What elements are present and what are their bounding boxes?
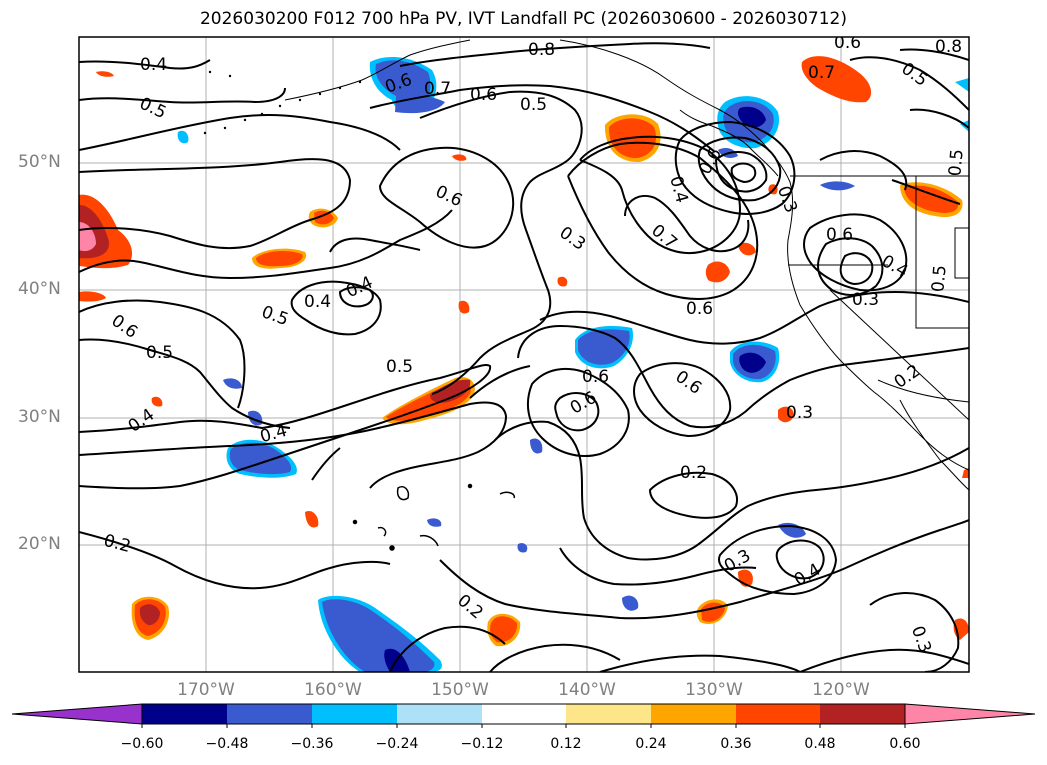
colorbar-segment [566, 704, 651, 724]
lon-label-140w: 140°W [558, 680, 616, 700]
contour-label: 0.5 [520, 95, 547, 115]
contour-label: 0.2 [680, 463, 707, 483]
contour-label: 0.7 [808, 63, 835, 83]
lat-label-20n: 20°N [18, 534, 61, 554]
contour-label: 0.3 [852, 290, 879, 310]
contour-label: 0.4 [140, 55, 167, 75]
colorbar-high-extension [904, 703, 1036, 725]
contour-label: 0.5 [928, 264, 950, 293]
lon-label-170w: 170°W [177, 680, 235, 700]
lat-label-40n: 40°N [18, 279, 61, 299]
contour-label: 0.6 [826, 225, 853, 245]
lon-label-120w: 120°W [812, 680, 870, 700]
colorbar-tick-label: 0.60 [889, 736, 921, 752]
lon-label-150w: 150°W [431, 680, 489, 700]
colorbar-tick-label: 0.12 [550, 736, 582, 752]
contour-label: 0.6 [686, 299, 713, 319]
map-frame [78, 36, 970, 673]
colorbar-low-extension [11, 703, 143, 725]
pv-contours [79, 42, 969, 672]
map-title: 2026030200 F012 700 hPa PV, IVT Landfall… [199, 9, 847, 29]
contour-label: 0.7 [424, 79, 451, 99]
colorbar-segment [312, 704, 397, 724]
colorbar-segment [651, 704, 736, 724]
colorbar-segment [736, 704, 820, 724]
contour-label: 0.6 [470, 85, 497, 105]
colorbar [11, 703, 1036, 728]
contour-label: 0.8 [528, 40, 555, 60]
colorbar-tick-label: 0.24 [635, 736, 667, 752]
colorbar-segment [820, 704, 905, 724]
contour-label: 0.6 [834, 33, 861, 53]
colorbar-segment [227, 704, 312, 724]
colorbar-tick-label: −0.60 [120, 736, 164, 752]
colorbar-tick-label: −0.12 [460, 736, 504, 752]
colorbar-segment [142, 704, 227, 724]
colorbar-tick-label: 0.36 [720, 736, 752, 752]
contour-label: 0.5 [146, 343, 173, 363]
lon-label-160w: 160°W [304, 680, 362, 700]
contour-label: 0.3 [786, 403, 813, 423]
contour-label: 0.4 [304, 292, 331, 312]
contour-label: 0.5 [386, 357, 413, 377]
colorbar-tick-label: −0.36 [290, 736, 334, 752]
coastlines [284, 39, 969, 491]
lon-label-130w: 130°W [685, 680, 743, 700]
colorbar-tick-label: 0.48 [804, 736, 836, 752]
lat-label-30n: 30°N [18, 407, 61, 427]
islands [352, 483, 516, 551]
aleutian-islands [203, 70, 362, 135]
gridlines [79, 37, 969, 672]
contour-label: 0.8 [935, 37, 962, 57]
contour-label: 0.6 [582, 367, 609, 387]
colorbar-tick-label: −0.48 [205, 736, 249, 752]
contour-label: 0.5 [945, 148, 967, 177]
colorbar-segment [482, 704, 566, 724]
colorbar-tick-label: −0.24 [375, 736, 419, 752]
lat-label-50n: 50°N [18, 152, 61, 172]
colorbar-segment [397, 704, 482, 724]
